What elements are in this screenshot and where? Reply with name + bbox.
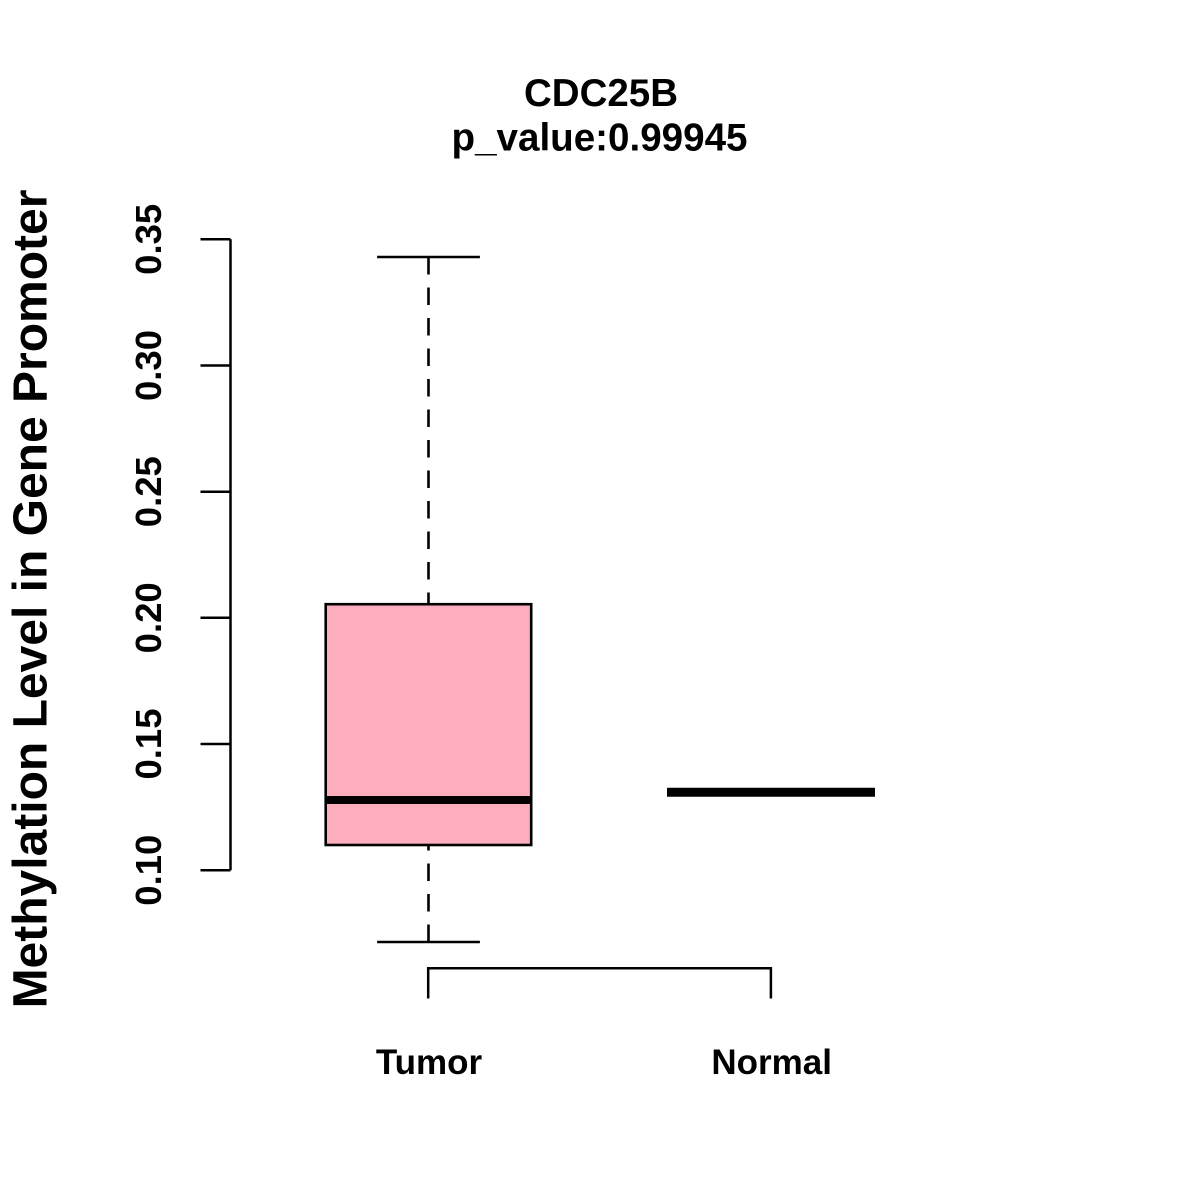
svg-text:0.20: 0.20 <box>128 582 169 653</box>
svg-text:Methylation Level in Gene Prom: Methylation Level in Gene Promoter <box>5 190 58 1009</box>
svg-text:0.25: 0.25 <box>128 456 169 527</box>
svg-text:0.35: 0.35 <box>128 204 169 275</box>
svg-text:p_value:0.99945: p_value:0.99945 <box>452 117 748 160</box>
svg-text:0.30: 0.30 <box>128 330 169 401</box>
svg-text:Normal: Normal <box>711 1043 832 1082</box>
svg-text:0.15: 0.15 <box>128 708 169 779</box>
svg-text:CDC25B: CDC25B <box>524 72 678 115</box>
svg-text:Tumor: Tumor <box>376 1043 483 1082</box>
svg-text:0.10: 0.10 <box>128 835 169 906</box>
